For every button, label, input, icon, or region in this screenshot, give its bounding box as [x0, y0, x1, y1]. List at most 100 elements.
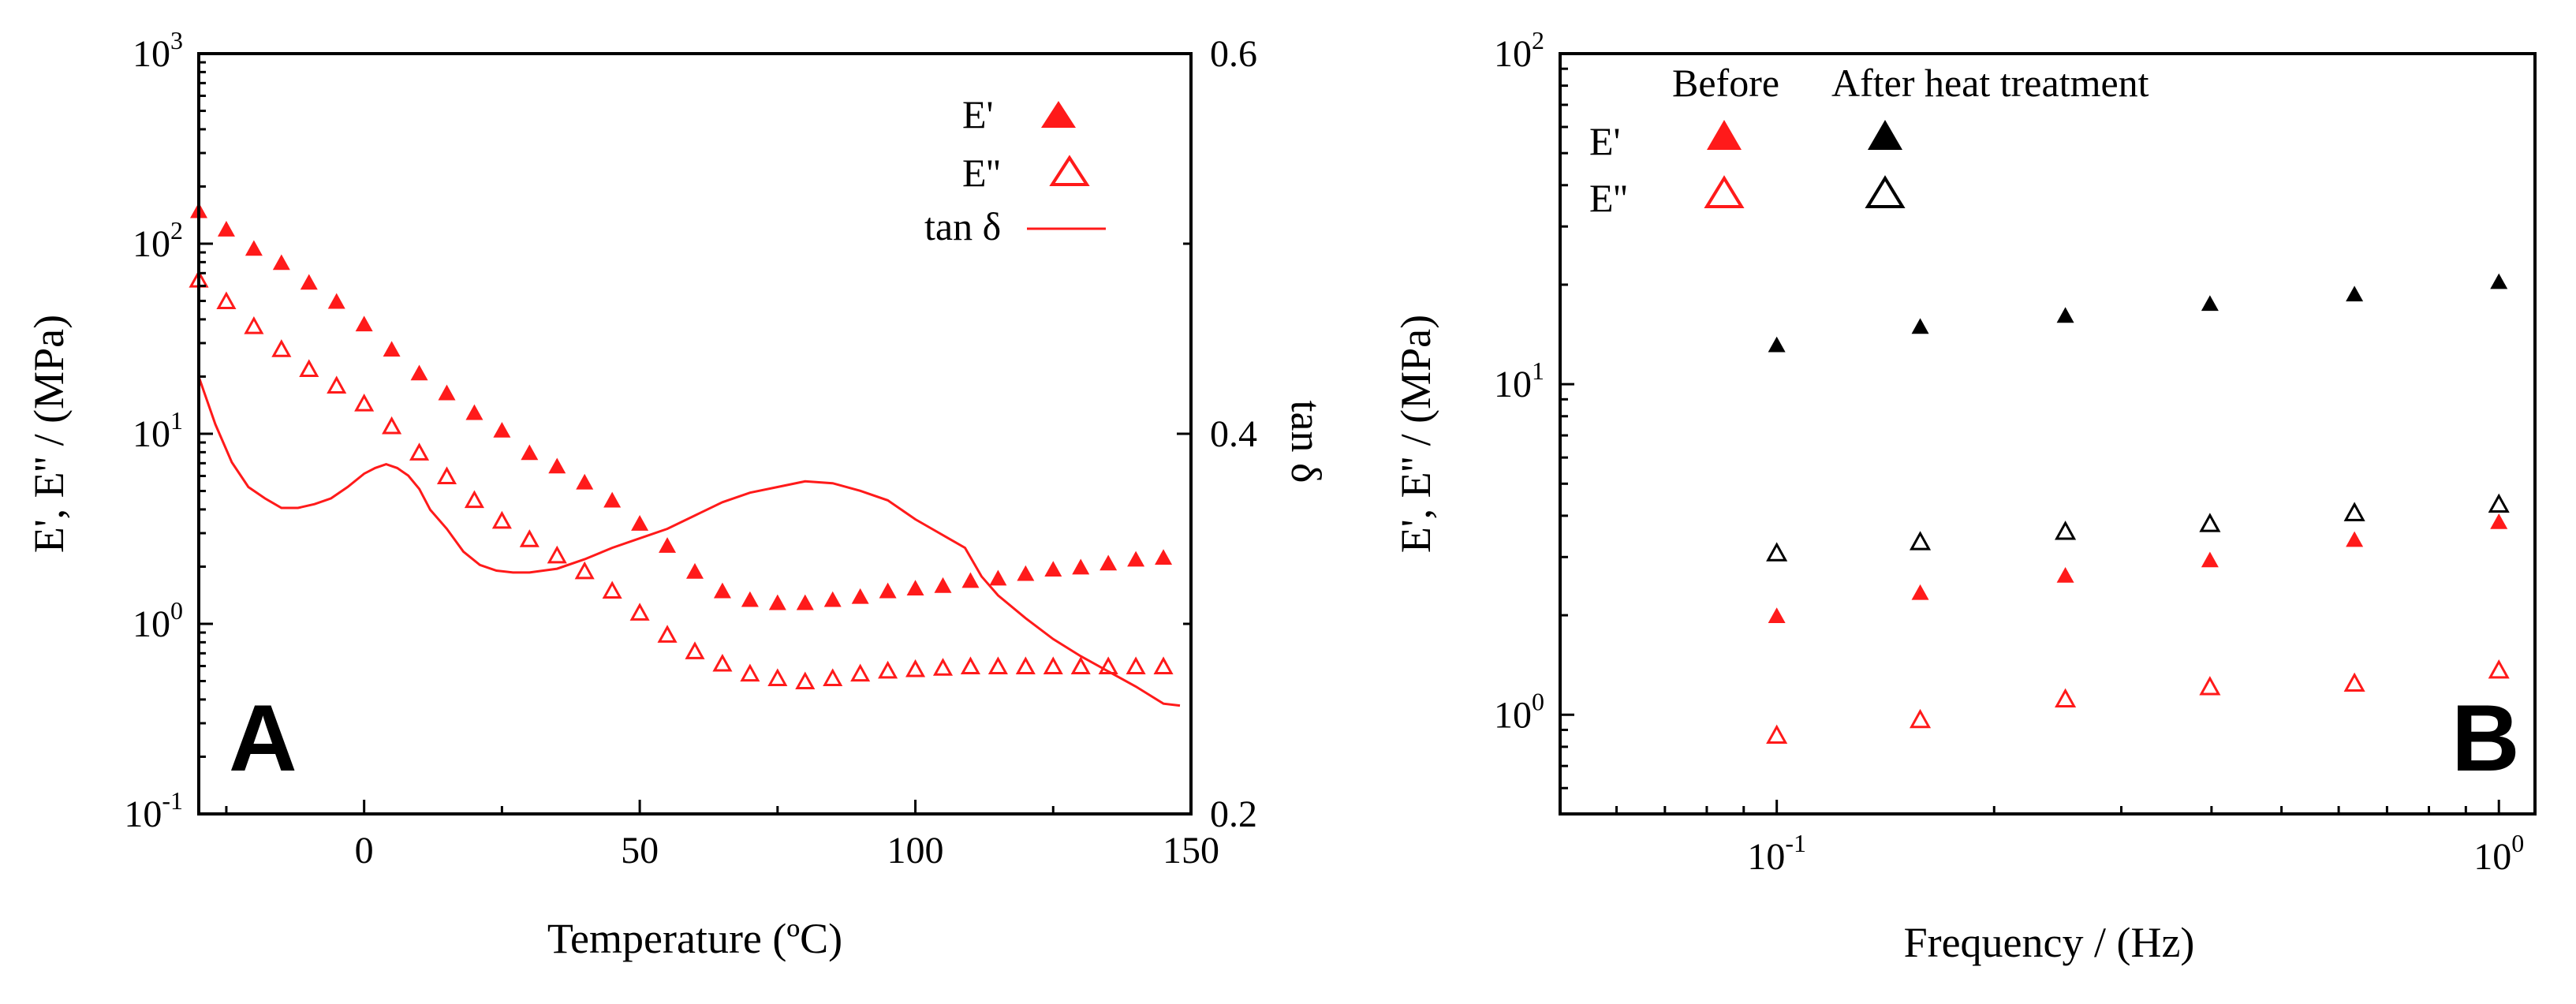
e-prime-before-marker: [1911, 584, 1929, 600]
e-double-marker: [795, 671, 816, 690]
e-prime-marker: [851, 588, 869, 604]
e-prime-marker: [1099, 554, 1118, 571]
e-double-marker: [712, 653, 733, 672]
e-double-after-marker: [1909, 531, 1932, 551]
e-prime-marker: [1127, 551, 1145, 567]
e-prime-marker: [768, 594, 786, 610]
e-double-marker: [1015, 656, 1036, 674]
e-double-marker: [1126, 656, 1146, 674]
e-double-marker: [1070, 656, 1091, 674]
e-double-marker: [960, 656, 980, 674]
e-prime-before-marker: [1768, 607, 1786, 623]
e-prime-marker: [493, 421, 511, 438]
e-prime-marker: [713, 582, 731, 599]
e-double-marker: [547, 545, 567, 564]
e-double-after-marker: [2199, 513, 2221, 532]
e-double-before-marker: [2055, 688, 2077, 708]
e-double-marker: [987, 656, 1008, 674]
e-prime-marker: [686, 562, 704, 579]
a-y-tick-label: 103: [133, 26, 183, 75]
e-double-before-marker: [2199, 676, 2221, 696]
e-prime-marker: [438, 384, 456, 401]
e-double-marker: [519, 529, 539, 547]
tan-delta-line: [197, 376, 1181, 707]
e-prime-marker: [1017, 565, 1035, 581]
legend-b-e-double-label: E'': [1589, 176, 1628, 220]
e-double-marker: [629, 603, 650, 621]
panel-a-y-axis-title: E', E'' / (MPa): [25, 315, 73, 553]
e-prime-marker: [383, 341, 401, 357]
b-y-tick-label: 101: [1494, 356, 1544, 405]
e-prime-marker: [1155, 549, 1173, 565]
legend-e-prime-before-marker: [1707, 120, 1742, 150]
e-prime-marker: [1072, 558, 1090, 575]
panel-b-ticks: 10-1100101102101100: [1494, 26, 2524, 878]
e-double-marker: [382, 416, 402, 435]
e-double-marker: [932, 658, 954, 676]
e-double-marker: [905, 659, 926, 677]
panel-b-x-axis-title: Frequency / (Hz): [1904, 919, 2195, 966]
e-prime-marker: [796, 594, 814, 610]
a-y-tick-label: 102: [133, 216, 183, 265]
e-prime-before-marker: [2201, 551, 2219, 568]
e-prime-after-marker: [2490, 273, 2508, 289]
e-prime-marker: [603, 491, 622, 508]
legend-e-double-after-marker: [1865, 175, 1906, 208]
panel-b-y-axis-title: E', E'' / (MPa): [1392, 315, 1439, 553]
e-prime-before-marker: [2346, 531, 2364, 547]
panel-a-x-axis-title: Temperature (ºC): [547, 915, 842, 962]
e-prime-marker: [741, 591, 759, 607]
e-prime-marker: [934, 577, 952, 593]
e-double-marker: [299, 359, 319, 377]
e-double-marker: [1043, 656, 1063, 674]
e-prime-marker: [576, 473, 594, 490]
e-prime-marker: [659, 537, 677, 553]
e-double-marker: [823, 668, 843, 686]
e-prime-marker: [1044, 561, 1062, 577]
panel-b-plot-frame: [1559, 52, 2537, 816]
panel-b-marks: [1766, 273, 2510, 745]
a-y-tick-label: 10-1: [124, 786, 183, 835]
e-double-marker: [327, 375, 347, 394]
e-prime-marker: [355, 315, 373, 332]
e-double-after-marker: [2488, 493, 2510, 513]
a-y-tick-label: 101: [133, 406, 183, 455]
panel-a-legend: E' E'' tan δ: [924, 92, 1106, 248]
b-x-tick-label: 10-1: [1747, 829, 1806, 878]
e-prime-after-marker: [1768, 336, 1786, 353]
e-prime-marker: [300, 274, 318, 290]
e-prime-after-marker: [1911, 318, 1929, 334]
e-double-marker: [850, 663, 871, 682]
e-double-marker: [685, 641, 705, 659]
panel-a-plot-frame: [197, 52, 1193, 816]
e-double-marker: [1098, 656, 1118, 674]
legend-e-double-marker: [1049, 155, 1090, 186]
e-prime-marker: [961, 572, 980, 588]
e-prime-before-marker: [2490, 513, 2508, 529]
e-double-after-marker: [2343, 502, 2365, 521]
e-double-marker: [354, 394, 375, 412]
e-prime-marker: [521, 444, 539, 461]
legend-e-prime-after-marker: [1868, 120, 1902, 150]
panel-b-legend: Before After heat treatment E' E'': [1589, 61, 2149, 220]
e-double-marker: [464, 490, 484, 509]
e-double-before-marker: [2343, 672, 2365, 692]
e-double-marker: [657, 625, 678, 643]
a-x-tick-label: 0: [355, 830, 374, 872]
e-prime-marker: [217, 221, 235, 237]
e-double-marker: [244, 315, 264, 334]
panel-a-y2-axis-title: tan δ: [1282, 401, 1330, 483]
a-y2-tick-label: 0.6: [1210, 33, 1257, 75]
panel-a-chart: 0 50 100 150 103 102 101 100 10-1 0.6 0.4 0.2 Tempe…: [25, 26, 1330, 962]
a-y2-tick-label: 0.4: [1210, 413, 1257, 455]
legend-e-prime-marker: [1041, 101, 1076, 128]
e-prime-marker: [989, 569, 1007, 586]
e-double-after-marker: [1766, 542, 1788, 562]
e-prime-after-marker: [2201, 295, 2219, 312]
e-prime-before-marker: [2056, 566, 2074, 583]
e-double-marker: [436, 466, 457, 484]
panel-a-marks: [189, 202, 1181, 707]
e-double-marker: [409, 442, 430, 461]
legend-before-header: Before: [1672, 61, 1779, 105]
